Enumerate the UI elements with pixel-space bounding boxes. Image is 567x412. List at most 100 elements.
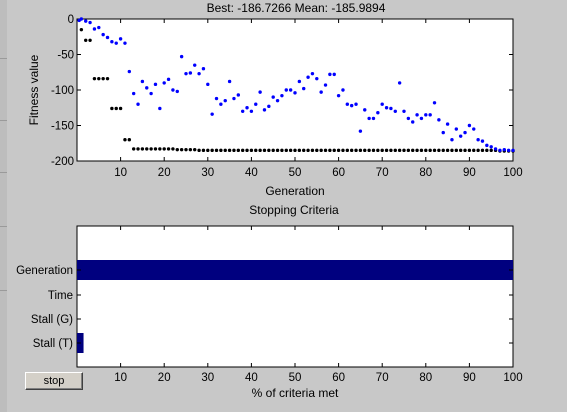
stop-button[interactable]: stop [25,372,83,390]
best-fitness-point [84,38,88,42]
mean-fitness-point [445,122,450,126]
best-fitness-point [97,76,101,81]
mean-fitness-point [206,82,210,87]
mean-fitness-point [92,27,97,31]
best-fitness-point [232,148,236,153]
best-fitness-point [92,76,97,81]
mean-fitness-point [114,41,118,45]
mean-fitness-point [197,71,201,76]
best-fitness-point [271,148,275,153]
mean-fitness-point [389,106,393,111]
mean-fitness-point [332,72,336,77]
best-fitness-point [184,147,188,152]
criteria-x-tick-label: 30 [201,372,214,384]
mean-fitness-point [336,93,341,98]
mean-fitness-point [145,86,149,90]
fitness-x-tick-label: 20 [158,167,171,179]
best-fitness-point [140,147,145,151]
best-fitness-point [458,148,463,153]
best-fitness-point [123,138,127,142]
best-fitness-point [463,148,467,153]
best-fitness-point [328,148,332,153]
criteria-label: Stall (G) [31,314,73,326]
mean-fitness-point [310,71,315,76]
window-left-edge [0,0,7,412]
mean-fitness-point [214,96,219,101]
mean-fitness-point [175,89,179,94]
best-fitness-point [223,148,227,153]
best-fitness-point [384,148,389,153]
stopping-x-label: % of criteria met [252,386,339,400]
best-fitness-point [210,148,214,153]
best-fitness-point [105,76,110,81]
best-fitness-point [179,147,184,152]
mean-fitness-point [219,102,223,106]
mean-fitness-point [267,104,271,109]
mean-fitness-point [201,67,206,71]
criteria-label: Time [48,290,73,302]
best-fitness-point [437,148,441,153]
mean-fitness-point [153,82,158,87]
criteria-x-tick-label: 10 [114,372,127,384]
best-fitness-point [206,148,210,153]
criteria-x-tick-label: 40 [245,372,258,384]
best-fitness-point [341,148,345,153]
best-fitness-point [149,147,153,151]
best-fitness-point [358,148,363,153]
fitness-y-tick-label: 0 [68,14,74,26]
stopping-plot-title: Stopping Criteria [249,203,339,217]
best-fitness-point [411,148,415,153]
best-fitness-point [114,106,118,111]
best-fitness-point [258,148,262,153]
best-fitness-point [419,148,424,153]
mean-fitness-point [262,108,267,112]
mean-fitness-point [493,147,498,151]
mean-fitness-point [472,127,476,131]
mean-fitness-point [402,109,406,114]
best-fitness-point [389,148,393,153]
best-fitness-point [428,148,432,153]
best-fitness-point [175,147,179,152]
best-fitness-point [284,148,288,153]
mean-fitness-point [323,83,328,87]
best-fitness-point [445,148,450,153]
mean-fitness-point [227,79,232,84]
best-fitness-point [145,147,149,151]
mean-fitness-point [437,118,441,122]
best-fitness-point [166,147,171,151]
fitness-x-tick-label: 10 [114,167,127,179]
fitness-x-tick-label: 60 [332,167,345,179]
criteria-x-tick-label: 90 [463,372,476,384]
mean-fitness-point [384,106,389,110]
best-fitness-point [393,148,397,153]
mean-fitness-point [393,109,397,114]
mean-fitness-point [101,32,105,37]
best-fitness-point [171,147,175,151]
fitness-x-tick-label: 50 [289,167,302,179]
fitness-x-tick-label: 30 [201,167,214,179]
best-fitness-point [345,148,350,153]
mean-fitness-point [463,130,467,135]
mean-fitness-point [258,90,262,94]
mean-fitness-point [254,102,258,106]
mean-fitness-point [179,54,184,59]
best-fitness-point [136,147,140,151]
best-fitness-point [131,147,136,151]
mean-fitness-point [489,145,493,149]
mean-fitness-point [275,98,280,103]
mean-fitness-point [319,90,323,94]
criteria-x-tick-label: 60 [332,372,345,384]
criteria-x-tick-label: 80 [419,372,432,384]
best-fitness-point [424,148,428,153]
mean-fitness-point [162,81,166,85]
best-fitness-point [118,106,123,111]
best-fitness-point [367,148,371,153]
best-fitness-point [249,148,254,153]
mean-fitness-point [371,116,376,121]
criteria-x-tick-label: 70 [376,372,389,384]
mean-fitness-point [223,98,227,103]
best-fitness-point [227,148,232,153]
mean-fitness-point [149,91,153,96]
best-fitness-point [406,148,411,153]
mean-fitness-point [188,71,193,75]
